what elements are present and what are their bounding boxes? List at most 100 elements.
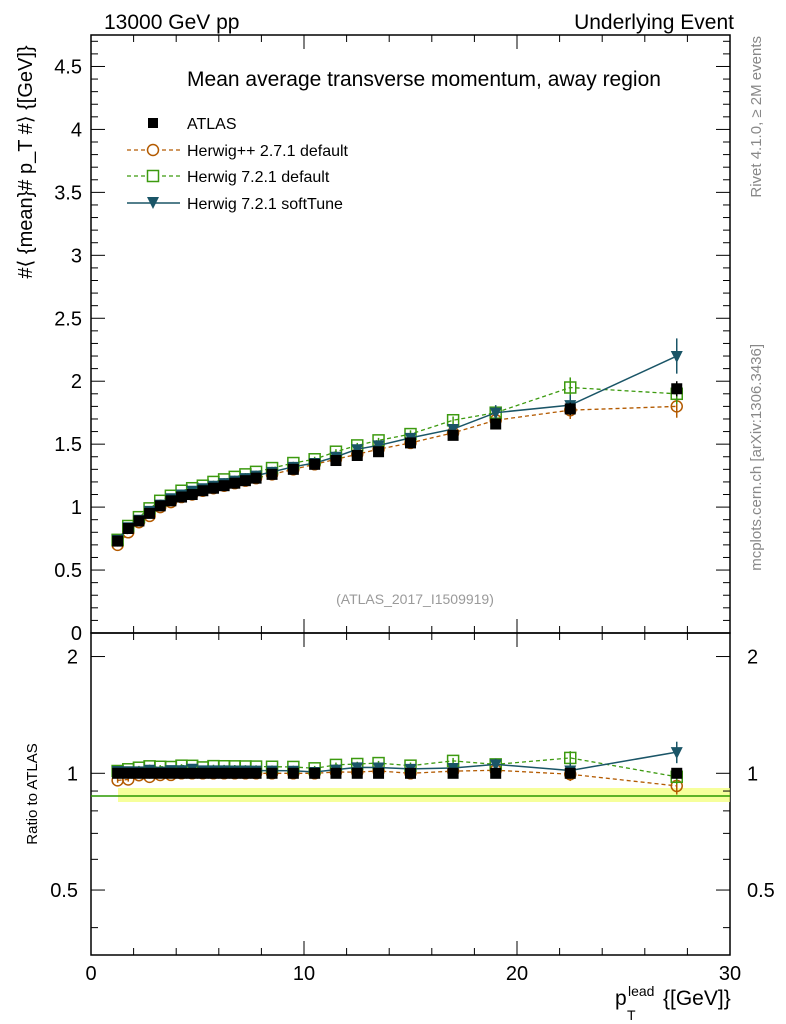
legend-label-atlas: ATLAS bbox=[187, 116, 237, 133]
data-point-ratio bbox=[154, 767, 166, 779]
data-point-ratio bbox=[447, 767, 459, 779]
data-point-ratio bbox=[207, 767, 219, 779]
legend-label-herwig7-softtune: Herwig 7.2.1 softTune bbox=[187, 196, 343, 213]
data-point-ratio bbox=[186, 767, 198, 779]
data-point-main bbox=[112, 535, 124, 547]
data-point-main bbox=[122, 523, 134, 535]
data-point-ratio bbox=[489, 759, 502, 772]
x-axis-label-sup: lead bbox=[628, 983, 654, 999]
ratio-tick-label-left: 2 bbox=[67, 647, 78, 669]
data-point-ratio bbox=[229, 767, 241, 779]
ratio-tick-label-right: 2 bbox=[747, 647, 758, 669]
series-3 bbox=[111, 338, 683, 780]
data-point-ratio bbox=[405, 767, 416, 779]
legend-label-herwig7-default: Herwig 7.2.1 default bbox=[187, 169, 330, 186]
data-point-main bbox=[373, 446, 385, 458]
ratio-tick-label-right: 0.5 bbox=[747, 880, 775, 902]
data-point-main bbox=[186, 489, 198, 501]
data-point-main bbox=[309, 458, 321, 470]
legend-label-herwigpp: Herwig++ 2.7.1 default bbox=[187, 143, 349, 160]
data-point-main bbox=[670, 351, 683, 364]
series-layer bbox=[111, 338, 683, 795]
data-point-main bbox=[671, 383, 683, 395]
axis-tick-labels: 0 10 20 30 0 0.5 1 1.5 2 2.5 3 3.5 4 4.5 0.5 0.5 1 1 2 2 bbox=[50, 56, 775, 985]
data-point-ratio bbox=[197, 767, 209, 779]
data-point-main bbox=[287, 463, 299, 475]
y-tick-label: 3 bbox=[71, 245, 82, 267]
x-axis-label-unit: {[GeV]} bbox=[663, 987, 731, 1010]
series-2 bbox=[111, 377, 683, 785]
ratio-uncertainty-band bbox=[118, 788, 730, 802]
legend-entry-herwigpp: Herwig++ 2.7.1 default bbox=[127, 143, 349, 160]
data-point-ratio bbox=[133, 767, 145, 779]
legend-entry-atlas: ATLAS bbox=[148, 116, 237, 133]
y-tick-label: 2.5 bbox=[54, 308, 82, 330]
data-point-ratio bbox=[122, 767, 134, 779]
chart-title: Mean average transverse momentum, away r… bbox=[187, 68, 661, 91]
y-axis-label: #⟨ {mean}# p_T #⟩ {[GeV]} bbox=[15, 45, 37, 279]
data-point-main bbox=[330, 455, 342, 467]
legend-marker-atlas bbox=[148, 118, 158, 128]
series-line-main bbox=[117, 386, 677, 541]
x-axis-label-main: p bbox=[615, 987, 627, 1010]
header-right: Underlying Event bbox=[574, 11, 734, 34]
legend-marker-herwig7-softtune bbox=[147, 197, 159, 209]
data-point-main bbox=[564, 381, 577, 394]
data-point-ratio bbox=[351, 767, 363, 779]
ratio-y-axis-label: Ratio to ATLAS bbox=[24, 743, 41, 844]
y-tick-label: 2 bbox=[71, 371, 82, 393]
data-point-main bbox=[447, 429, 459, 441]
analysis-watermark: (ATLAS_2017_I1509919) bbox=[336, 591, 494, 607]
series-line-main bbox=[117, 405, 677, 546]
data-point-main bbox=[133, 515, 145, 527]
axis-ticks bbox=[90, 35, 731, 955]
legend-marker-herwigpp bbox=[146, 143, 160, 157]
data-point-ratio bbox=[176, 767, 188, 779]
data-point-main bbox=[405, 437, 416, 449]
data-point-ratio bbox=[112, 767, 124, 779]
x-tick-label: 10 bbox=[293, 963, 315, 985]
data-point-main bbox=[490, 418, 502, 430]
data-point-main bbox=[154, 500, 166, 512]
data-point-ratio bbox=[239, 767, 251, 779]
y-tick-label: 1 bbox=[71, 497, 82, 519]
data-point-ratio bbox=[250, 767, 262, 779]
data-point-main bbox=[218, 480, 230, 492]
data-point-main bbox=[207, 482, 219, 494]
data-point-ratio bbox=[564, 767, 576, 779]
data-point-main bbox=[197, 485, 209, 497]
data-point-main bbox=[351, 449, 363, 461]
data-point-main bbox=[165, 495, 177, 507]
legend: ATLAS Herwig++ 2.7.1 default Herwig 7.2.… bbox=[127, 116, 349, 213]
x-tick-label: 30 bbox=[719, 963, 741, 985]
y-tick-label: 3.5 bbox=[54, 182, 82, 204]
data-point-ratio bbox=[373, 767, 385, 779]
ratio-tick-label-left: 0.5 bbox=[50, 880, 78, 902]
data-point-ratio bbox=[144, 767, 156, 779]
mcplots-label: mcplots.cern.ch [arXiv:1306.3436] bbox=[748, 344, 765, 571]
data-point-main bbox=[176, 491, 188, 503]
data-point-ratio bbox=[670, 747, 683, 760]
data-point-ratio bbox=[287, 767, 299, 779]
data-point-main bbox=[489, 407, 502, 420]
y-tick-label: 4 bbox=[71, 119, 82, 141]
data-point-ratio bbox=[330, 767, 342, 779]
data-point-ratio bbox=[490, 767, 502, 779]
legend-entry-herwig7-default: Herwig 7.2.1 default bbox=[127, 169, 330, 186]
header-left: 13000 GeV pp bbox=[104, 11, 239, 34]
data-point-ratio bbox=[266, 767, 278, 779]
data-point-main bbox=[229, 477, 241, 489]
legend-entry-herwig7-softtune: Herwig 7.2.1 softTune bbox=[127, 196, 343, 213]
data-point-main bbox=[250, 472, 262, 484]
data-point-ratio bbox=[218, 767, 230, 779]
x-tick-label: 0 bbox=[85, 963, 96, 985]
ratio-tick-label-left: 1 bbox=[67, 763, 78, 785]
data-point-main bbox=[266, 468, 278, 480]
data-point-ratio bbox=[165, 767, 177, 779]
data-point-ratio bbox=[309, 767, 321, 779]
y-tick-label: 1.5 bbox=[54, 434, 82, 456]
data-point-ratio bbox=[671, 767, 683, 779]
y-tick-label: 0 bbox=[71, 623, 82, 645]
data-point-main bbox=[564, 403, 576, 415]
